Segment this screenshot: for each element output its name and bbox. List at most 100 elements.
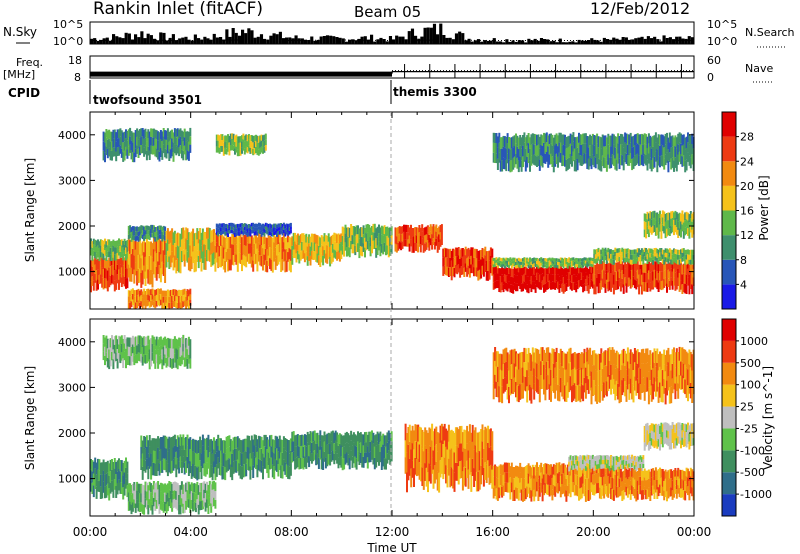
nsky-bar <box>300 38 304 44</box>
heatmap-cell <box>680 143 682 154</box>
heatmap-cell <box>642 155 645 167</box>
heatmap-cell <box>682 439 685 447</box>
heatmap-cell <box>104 142 106 153</box>
heatmap-cell <box>249 243 252 254</box>
heatmap-cell <box>684 274 687 284</box>
heatmap-cell <box>108 257 111 268</box>
heatmap-cell <box>144 303 147 309</box>
heatmap-cell <box>674 468 677 477</box>
heatmap-cell <box>656 280 659 290</box>
heatmap-cell <box>126 461 129 474</box>
heatmap-cell <box>512 136 515 148</box>
heatmap-cell <box>450 448 453 468</box>
heatmap-cell <box>513 489 516 501</box>
heatmap-cell <box>598 283 601 293</box>
heatmap-cell <box>294 446 297 459</box>
heatmap-cell <box>203 489 206 499</box>
heatmap-cell <box>291 431 294 442</box>
heatmap-cell <box>571 260 573 264</box>
heatmap-cell <box>119 273 122 283</box>
heatmap-cell <box>102 258 105 269</box>
heatmap-cell <box>359 452 362 463</box>
heatmap-cell <box>152 463 155 476</box>
heatmap-cell <box>584 279 587 287</box>
heatmap-cell <box>667 220 670 228</box>
heatmap-cell <box>383 446 386 459</box>
heatmap-cell <box>243 223 246 227</box>
heatmap-cell <box>351 235 354 245</box>
heatmap-cell <box>133 152 136 163</box>
heatmap-cell <box>145 225 148 230</box>
nsky-bar <box>115 36 119 44</box>
heatmap-cell <box>359 236 362 247</box>
heatmap-cell <box>432 224 435 232</box>
heatmap-cell <box>102 141 105 151</box>
heatmap-cell <box>157 261 160 274</box>
heatmap-cell <box>122 152 125 162</box>
heatmap-cell <box>171 289 174 296</box>
heatmap-cell <box>649 135 652 147</box>
heatmap-cell <box>364 247 366 258</box>
heatmap-cell <box>386 226 389 236</box>
heatmap-cell <box>183 137 186 146</box>
heatmap-cell <box>596 483 599 494</box>
heatmap-cell <box>688 254 691 260</box>
heatmap-cell <box>551 145 554 157</box>
heatmap-cell <box>671 280 674 290</box>
heatmap-cell <box>155 226 158 232</box>
heatmap-cell <box>575 268 578 277</box>
heatmap-cell <box>324 457 327 469</box>
nsky-bar <box>181 37 185 44</box>
heatmap-cell <box>435 444 438 462</box>
heatmap-cell <box>224 147 227 155</box>
heatmap-cell <box>270 228 273 233</box>
heatmap-cell <box>611 466 614 478</box>
heatmap-cell <box>647 133 650 144</box>
heatmap-cell <box>559 260 562 264</box>
heatmap-cell <box>334 430 337 441</box>
heatmap-cell <box>564 260 566 264</box>
heatmap-cell <box>492 142 495 153</box>
heatmap-cell <box>309 246 312 256</box>
heatmap-cell <box>327 443 330 454</box>
heatmap-cell <box>453 268 456 278</box>
heatmap-cell <box>203 231 206 245</box>
heatmap-cell <box>239 136 242 143</box>
heatmap-cell <box>499 268 502 277</box>
heatmap-cell <box>684 283 687 294</box>
heatmap-cell <box>94 273 97 283</box>
heatmap-cell <box>262 223 264 228</box>
heatmap-cell <box>231 226 234 230</box>
heatmap-cell <box>522 135 524 146</box>
heatmap-cell <box>508 482 510 493</box>
heatmap-cell <box>492 261 495 265</box>
heatmap-cell <box>673 219 675 228</box>
heatmap-cell <box>148 499 151 508</box>
heatmap-cell <box>562 265 565 269</box>
heatmap-cell <box>633 455 636 461</box>
heatmap-cell <box>201 482 204 492</box>
colorbar-swatch <box>722 136 736 162</box>
heatmap-cell <box>674 253 677 259</box>
heatmap-cell <box>578 466 580 479</box>
heatmap-cell <box>607 252 610 257</box>
heatmap-cell <box>554 282 557 290</box>
heatmap-cell <box>269 227 271 232</box>
heatmap-cell <box>263 140 266 147</box>
heatmap-cell <box>228 458 231 470</box>
heatmap-cell <box>443 256 446 266</box>
heatmap-cell <box>404 440 407 458</box>
heatmap-cell <box>229 248 232 260</box>
heatmap-cell <box>649 425 652 433</box>
heatmap-cell <box>622 455 625 460</box>
heatmap-cell <box>159 130 162 139</box>
heatmap-cell <box>340 434 343 446</box>
heatmap-cell <box>631 158 634 171</box>
heatmap-cell <box>660 262 663 272</box>
heatmap-cell <box>312 242 315 252</box>
heatmap-cell <box>534 264 537 267</box>
heatmap-cell <box>429 224 432 232</box>
heatmap-cell <box>594 249 597 255</box>
heatmap-cell <box>466 267 469 277</box>
heatmap-cell <box>573 267 576 275</box>
